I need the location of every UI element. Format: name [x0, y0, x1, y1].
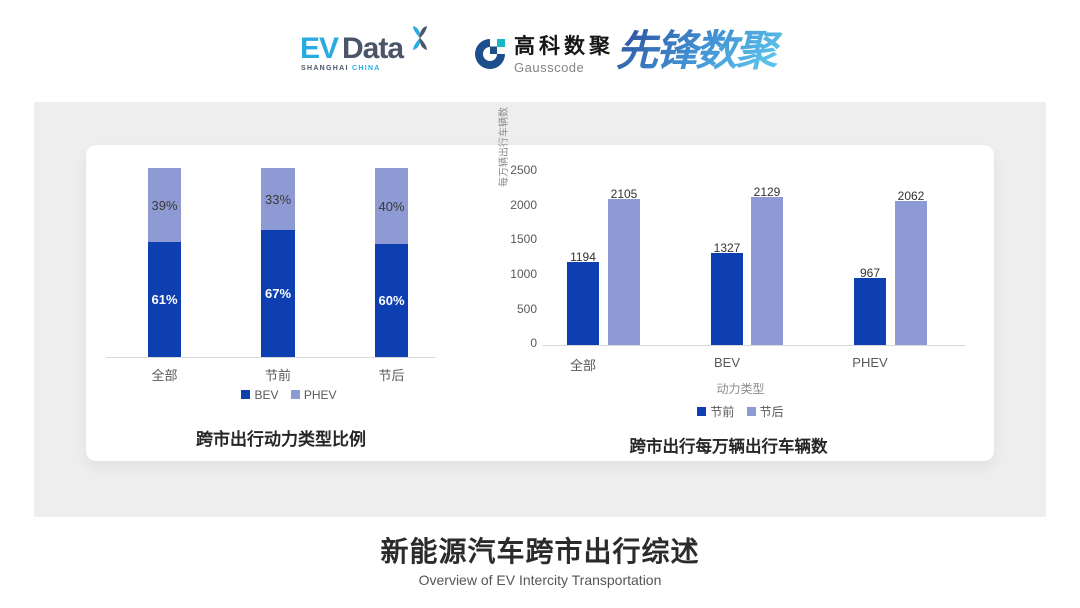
svg-text:SHANGHAI CHINA: SHANGHAI CHINA [301, 65, 381, 72]
svg-text:先锋数聚: 先锋数聚 [616, 27, 783, 74]
svg-text:EV: EV [300, 32, 339, 65]
svg-text:Data: Data [342, 32, 404, 65]
